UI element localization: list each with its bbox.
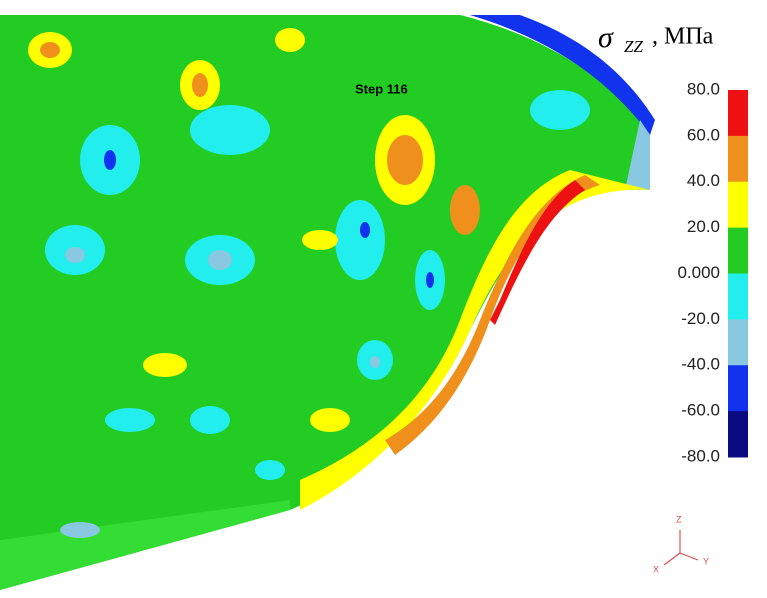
colorbar-label: 40.0 <box>687 171 720 190</box>
legend-symbol: σ <box>598 21 614 54</box>
colorbar-band <box>728 273 748 320</box>
legend-subscript: ZZ <box>624 37 643 56</box>
colorbar-label: -60.0 <box>681 401 720 420</box>
colorbar-label: -20.0 <box>681 309 720 328</box>
colorbar-label: -80.0 <box>681 446 720 465</box>
colorbar-band <box>728 411 748 458</box>
colorbar-band <box>728 90 748 137</box>
triad-z: Z <box>676 514 682 524</box>
colorbar-label: 80.0 <box>687 79 720 98</box>
colorbar-band <box>728 319 748 366</box>
colorbar-band <box>728 181 748 229</box>
contour-surface <box>0 15 655 590</box>
axis-triad <box>663 530 699 566</box>
colorbar-label: 20.0 <box>687 217 720 236</box>
colorbar-band <box>728 227 748 274</box>
colorbar-label: 0.000 <box>677 263 720 282</box>
colorbar-band <box>728 135 748 183</box>
colorbar-band <box>728 365 748 412</box>
triad-y: Y <box>703 556 709 566</box>
colorbar-label: 60.0 <box>687 125 720 144</box>
triad-x: X <box>653 564 659 574</box>
legend-unit: , МПа <box>652 24 714 50</box>
step-label: Step 116 <box>355 81 408 96</box>
colorbar: 80.0 60.0 40.0 20.0 0.000 -20.0 -40.0 -60.0 -80.… <box>677 79 748 465</box>
colorbar-label: -40.0 <box>681 355 720 374</box>
